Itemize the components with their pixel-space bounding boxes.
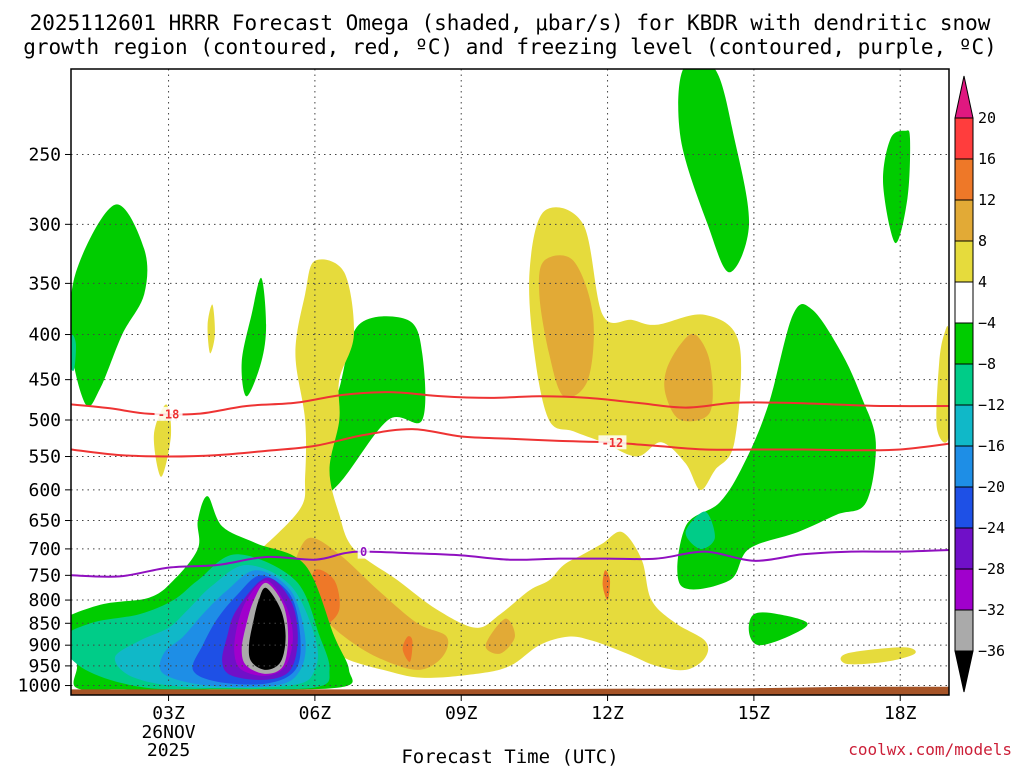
x-tick-label-03Z: 03Z <box>152 703 185 724</box>
colorbar-label-11: −28 <box>978 560 1005 578</box>
colorbar-label-6: −8 <box>978 355 996 373</box>
contour-line-0 <box>71 391 949 416</box>
x-axis-label: Forecast Time (UTC) <box>401 746 618 768</box>
colorbar-swatch-8 <box>954 445 974 488</box>
contour-label-bg-1 <box>598 435 627 450</box>
ground <box>71 686 949 695</box>
colorbar-swatch-0 <box>954 117 974 160</box>
omega-region-9 <box>245 259 709 678</box>
x-tick-label-06Z: 06Z <box>299 703 332 724</box>
colorbar-swatch-3 <box>954 240 974 283</box>
contour-label-1: -12 <box>602 436 624 450</box>
omega-region-30 <box>248 587 286 670</box>
y-tick-label-750: 750 <box>28 565 61 586</box>
contour-line-1 <box>71 428 949 458</box>
y-tick-label-900: 900 <box>28 635 61 656</box>
omega-region-14 <box>936 325 949 443</box>
omega-region-13 <box>207 304 215 354</box>
y-tick-label-850: 850 <box>28 613 61 634</box>
y-tick-label-700: 700 <box>28 539 61 560</box>
contour-label-bg-2 <box>357 544 370 559</box>
colorbar-label-7: −12 <box>978 396 1005 414</box>
y-tick-label-950: 950 <box>28 656 61 677</box>
colorbar-label-9: −20 <box>978 478 1005 496</box>
y-tick-label-650: 650 <box>28 511 61 532</box>
y-tick-label-250: 250 <box>28 144 61 165</box>
colorbar-label-8: −16 <box>978 437 1005 455</box>
x-tick-date: 26NOV <box>141 722 195 743</box>
colorbar-bottom-arrow <box>954 650 974 693</box>
omega-region-8 <box>748 612 808 646</box>
y-axis-ticks: 2503003504004505005506006507007508008509… <box>18 144 71 697</box>
y-tick-label-550: 550 <box>28 447 61 468</box>
omega-region-4 <box>309 316 426 504</box>
chart-title-line1: 2025112601 HRRR Forecast Omega (shaded, … <box>30 11 991 35</box>
omega-shading <box>71 69 949 690</box>
colorbar-swatch-11 <box>954 568 974 611</box>
omega-region-2 <box>71 204 148 407</box>
omega-region-7 <box>71 334 76 372</box>
colorbar-swatch-5 <box>954 322 974 365</box>
x-tick-label-12Z: 12Z <box>591 703 624 724</box>
contour-label-0: -18 <box>158 407 180 421</box>
y-tick-label-400: 400 <box>28 325 61 346</box>
colorbar-swatch-9 <box>954 486 974 529</box>
x-tick-label-09Z: 09Z <box>445 703 478 724</box>
omega-region-16 <box>664 333 713 422</box>
credit-text: coolwx.com/models <box>848 740 1012 759</box>
y-tick-label-600: 600 <box>28 480 61 501</box>
contour-lines: -18 -12 0 <box>71 391 949 578</box>
colorbar-label-5: −4 <box>978 314 996 332</box>
y-tick-label-350: 350 <box>28 273 61 294</box>
plot-frame <box>70 68 950 696</box>
colorbar-swatch-2 <box>954 199 974 242</box>
colorbar-swatch-1 <box>954 158 974 201</box>
contour-label-2: 0 <box>360 545 367 559</box>
omega-region-5 <box>677 304 876 590</box>
x-tick-label-18Z: 18Z <box>884 703 917 724</box>
colorbar-top-arrow <box>954 75 974 119</box>
x-tick-year: 2025 <box>147 740 190 761</box>
omega-region-0 <box>678 69 750 273</box>
omega-region-3 <box>241 277 267 397</box>
y-tick-label-300: 300 <box>28 214 61 235</box>
colorbar-swatch-4 <box>954 281 974 324</box>
y-tick-label-500: 500 <box>28 410 61 431</box>
y-tick-label-800: 800 <box>28 590 61 611</box>
omega-region-18 <box>485 618 515 654</box>
colorbar: 20 16 12 8 4 −4 −8 −12 −16 −20 −24 −28 −32 −36 <box>954 75 1005 693</box>
colorbar-label-4: 4 <box>978 273 987 291</box>
ground-surface <box>71 686 949 695</box>
grid-lines <box>71 69 949 695</box>
chart-title-line2: growth region (contoured, red, ºC) and f… <box>23 35 997 59</box>
omega-region-15 <box>538 255 594 398</box>
colorbar-label-2: 12 <box>978 191 996 209</box>
omega-region-20 <box>402 636 413 662</box>
colorbar-swatch-7 <box>954 404 974 447</box>
contour-line-2 <box>71 549 949 578</box>
colorbar-label-12: −32 <box>978 601 1005 619</box>
y-tick-label-450: 450 <box>28 370 61 391</box>
contour-label-bg-0 <box>154 406 183 421</box>
colorbar-label-13: −36 <box>978 642 1005 660</box>
omega-region-21 <box>602 570 611 601</box>
colorbar-swatch-12 <box>954 609 974 652</box>
colorbar-swatch-6 <box>954 363 974 406</box>
colorbar-label-10: −24 <box>978 519 1005 537</box>
colorbar-label-1: 16 <box>978 150 996 168</box>
omega-region-11 <box>153 404 172 477</box>
colorbar-label-0: 20 <box>978 109 996 127</box>
omega-region-12 <box>840 647 916 665</box>
colorbar-swatch-10 <box>954 527 974 570</box>
colorbar-label-3: 8 <box>978 232 987 250</box>
omega-region-1 <box>883 130 911 244</box>
y-tick-label-1000: 1000 <box>18 676 61 697</box>
x-tick-label-15Z: 15Z <box>738 703 771 724</box>
